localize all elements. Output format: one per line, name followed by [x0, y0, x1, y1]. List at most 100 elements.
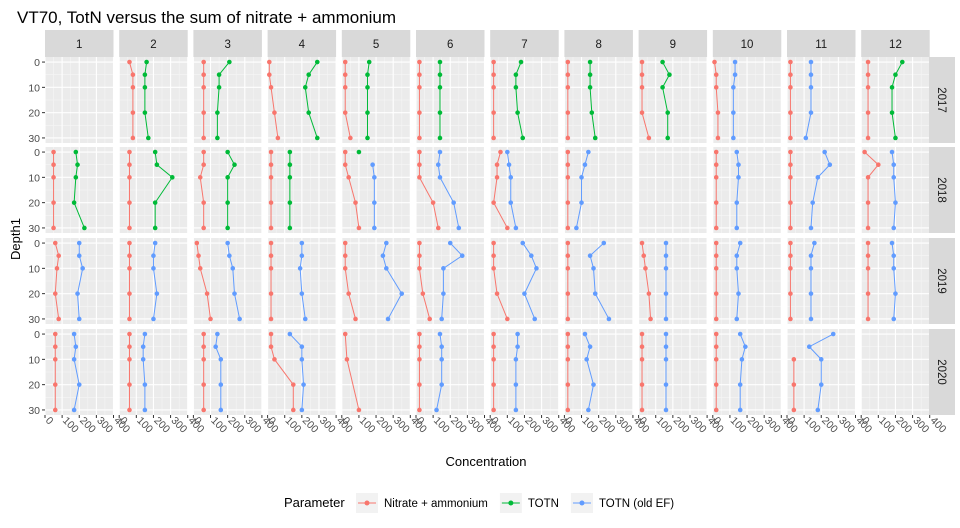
data-point	[299, 357, 305, 362]
x-tick-label: 200	[893, 415, 914, 436]
data-point	[218, 357, 224, 362]
data-point	[75, 162, 80, 168]
data-point	[230, 266, 236, 271]
data-point	[73, 175, 79, 180]
data-point	[459, 253, 465, 259]
data-point	[152, 149, 158, 155]
data-point	[127, 344, 132, 350]
data-point	[52, 291, 58, 296]
data-point	[665, 110, 671, 115]
data-point	[713, 291, 719, 296]
data-point	[237, 316, 242, 322]
data-point	[810, 200, 815, 205]
x-tick-label: 200	[77, 415, 98, 436]
data-point	[788, 225, 793, 231]
data-point	[639, 407, 645, 413]
data-point	[127, 162, 132, 168]
data-point	[417, 266, 422, 271]
data-point	[267, 59, 272, 65]
data-point	[140, 357, 146, 362]
y-tick-label: 30	[28, 405, 40, 417]
data-point	[434, 407, 439, 413]
y-tick-label: 30	[28, 223, 40, 235]
x-tick-label: 100	[60, 415, 81, 436]
data-point	[268, 316, 274, 322]
x-tick-label: 300	[465, 415, 486, 436]
data-point	[201, 382, 206, 387]
data-point	[152, 225, 158, 231]
data-point	[52, 407, 58, 413]
x-tick-label: 300	[94, 415, 115, 436]
data-point	[639, 85, 645, 90]
data-point	[505, 225, 510, 231]
data-point	[788, 266, 793, 271]
data-point	[808, 72, 814, 78]
data-point	[268, 291, 274, 296]
data-point	[127, 407, 132, 413]
y-tick-label: 0	[34, 147, 40, 159]
data-point	[515, 110, 520, 115]
series-line	[372, 164, 375, 228]
data-point	[267, 72, 272, 78]
data-point	[342, 59, 348, 65]
data-point	[439, 382, 444, 387]
data-point	[565, 135, 571, 141]
data-point	[342, 331, 348, 337]
x-tick-label: 300	[910, 415, 931, 436]
data-point	[344, 357, 350, 362]
data-point	[822, 149, 827, 155]
data-point	[491, 110, 496, 115]
data-point	[306, 110, 312, 115]
data-point	[494, 291, 500, 296]
data-point	[788, 200, 793, 205]
data-point	[491, 200, 496, 205]
data-point	[127, 266, 132, 271]
data-point	[380, 253, 386, 259]
data-point	[865, 110, 871, 115]
data-point	[830, 331, 836, 337]
data-point	[491, 407, 496, 413]
data-point	[130, 85, 136, 90]
data-point	[587, 72, 593, 78]
data-point	[663, 253, 669, 259]
data-point	[365, 110, 370, 115]
x-tick-label: 400	[928, 415, 949, 436]
data-point	[791, 357, 797, 362]
y-tick-label: 10	[28, 172, 40, 184]
data-point	[663, 331, 669, 337]
data-point	[353, 316, 358, 322]
data-point	[225, 225, 230, 231]
data-point	[565, 225, 571, 231]
x-tick-label: 100	[134, 415, 155, 436]
data-point	[372, 225, 377, 231]
data-point	[891, 316, 897, 322]
data-point	[565, 200, 571, 205]
data-point	[520, 135, 526, 141]
data-point	[152, 200, 158, 205]
facet-col-label: 4	[299, 39, 306, 51]
data-point	[299, 253, 305, 259]
data-point	[815, 407, 821, 413]
facet-col-strip	[787, 30, 856, 57]
data-point	[268, 331, 274, 337]
facet-row-label: 2018	[935, 177, 947, 203]
data-point	[151, 316, 156, 322]
data-point	[287, 175, 293, 180]
data-point	[342, 253, 348, 259]
data-point	[660, 85, 665, 90]
data-point	[639, 331, 645, 337]
data-point	[225, 240, 230, 246]
data-point	[513, 407, 519, 413]
data-point	[513, 382, 519, 387]
data-point	[441, 291, 446, 296]
x-tick-label: 200	[819, 415, 840, 436]
data-point	[731, 135, 736, 141]
data-point	[201, 162, 206, 168]
data-point	[639, 59, 645, 65]
data-point	[127, 291, 132, 296]
data-point	[268, 175, 274, 180]
data-point	[865, 175, 871, 180]
data-point	[80, 266, 85, 271]
data-point	[827, 162, 833, 168]
x-tick-label: 300	[391, 415, 412, 436]
